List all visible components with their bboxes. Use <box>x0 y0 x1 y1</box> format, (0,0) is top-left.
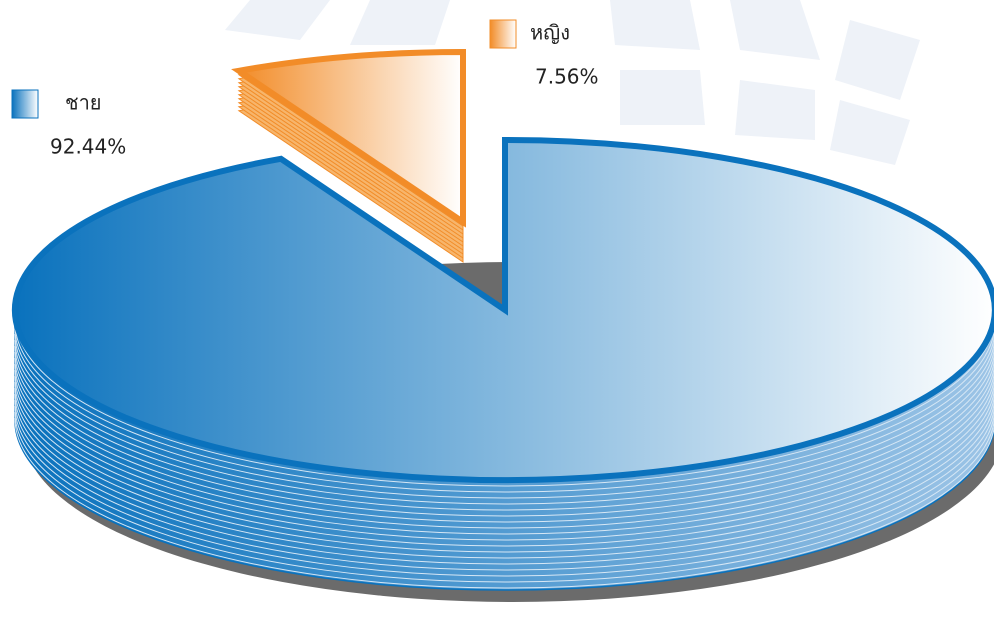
legend-swatch <box>11 89 39 119</box>
pie-side-stripe <box>14 369 994 541</box>
pie-side-stripe <box>14 393 994 565</box>
pie-side-stripe <box>14 333 994 505</box>
pie-side-stripe <box>14 327 994 499</box>
pie-side-stripe <box>14 399 994 571</box>
pie-side-stripe <box>14 411 994 583</box>
pie-side-stripe <box>14 339 994 511</box>
pie-side-stripe <box>14 351 994 523</box>
pie-side-stripe <box>14 375 994 547</box>
pie-side-stripe <box>14 321 994 493</box>
pie-slice <box>11 136 994 483</box>
pie-slice <box>231 48 466 228</box>
pie-side-stripe <box>14 363 994 535</box>
value-label: 7.56% <box>535 65 599 89</box>
pie-side-stripe <box>14 405 994 577</box>
legend-swatch <box>489 19 517 49</box>
value-label: 92.44% <box>50 135 126 159</box>
pie-side-stripe <box>14 357 994 529</box>
pie-side-stripe <box>14 387 994 559</box>
pie-side-stripe <box>14 345 994 517</box>
background-pattern <box>225 0 920 165</box>
pie-side-stripe <box>14 381 994 553</box>
pie-side-stripe <box>14 417 994 589</box>
legend-label: หญิง <box>530 21 570 45</box>
legend-label: ชาย <box>65 91 102 115</box>
pie-side-stripe <box>14 315 994 487</box>
